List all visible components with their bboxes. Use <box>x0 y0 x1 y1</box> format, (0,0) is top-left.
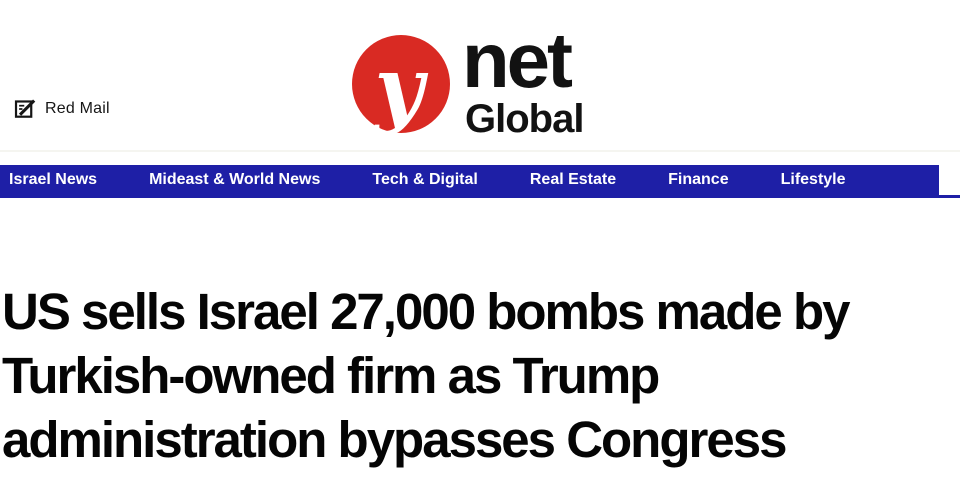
nav-item-lifestyle[interactable]: Lifestyle <box>780 171 846 188</box>
logo-red-circle: y <box>352 35 450 133</box>
ynet-global-logo[interactable]: y net Global <box>352 21 597 143</box>
main-navbar: Israel News Mideast & World News Tech & … <box>0 165 939 195</box>
article-headline: US sells Israel 27,000 bombs made by Tur… <box>2 280 958 472</box>
headline-line-1: US sells Israel 27,000 bombs made by <box>2 283 850 340</box>
logo-global-text: Global <box>465 97 584 141</box>
nav-item-israel-news[interactable]: Israel News <box>9 171 98 188</box>
logo-y-glyph: y <box>374 38 424 137</box>
nav-item-mideast-world-news[interactable]: Mideast & World News <box>149 171 321 188</box>
headline-line-2: Turkish-owned firm as Trump <box>2 347 660 404</box>
site-header: Red Mail y net Global <box>0 0 960 165</box>
nav-item-finance[interactable]: Finance <box>668 171 729 188</box>
header-divider <box>0 150 960 152</box>
nav-item-real-estate[interactable]: Real Estate <box>529 171 617 188</box>
red-mail-link[interactable]: Red Mail <box>14 97 110 121</box>
red-mail-label: Red Mail <box>45 100 110 117</box>
navbar-underline <box>0 195 960 198</box>
compose-mail-icon <box>14 98 36 120</box>
headline-line-3: administration bypasses Congress <box>2 411 787 468</box>
logo-net-text: net <box>462 16 573 104</box>
nav-item-tech-digital[interactable]: Tech & Digital <box>372 171 478 188</box>
